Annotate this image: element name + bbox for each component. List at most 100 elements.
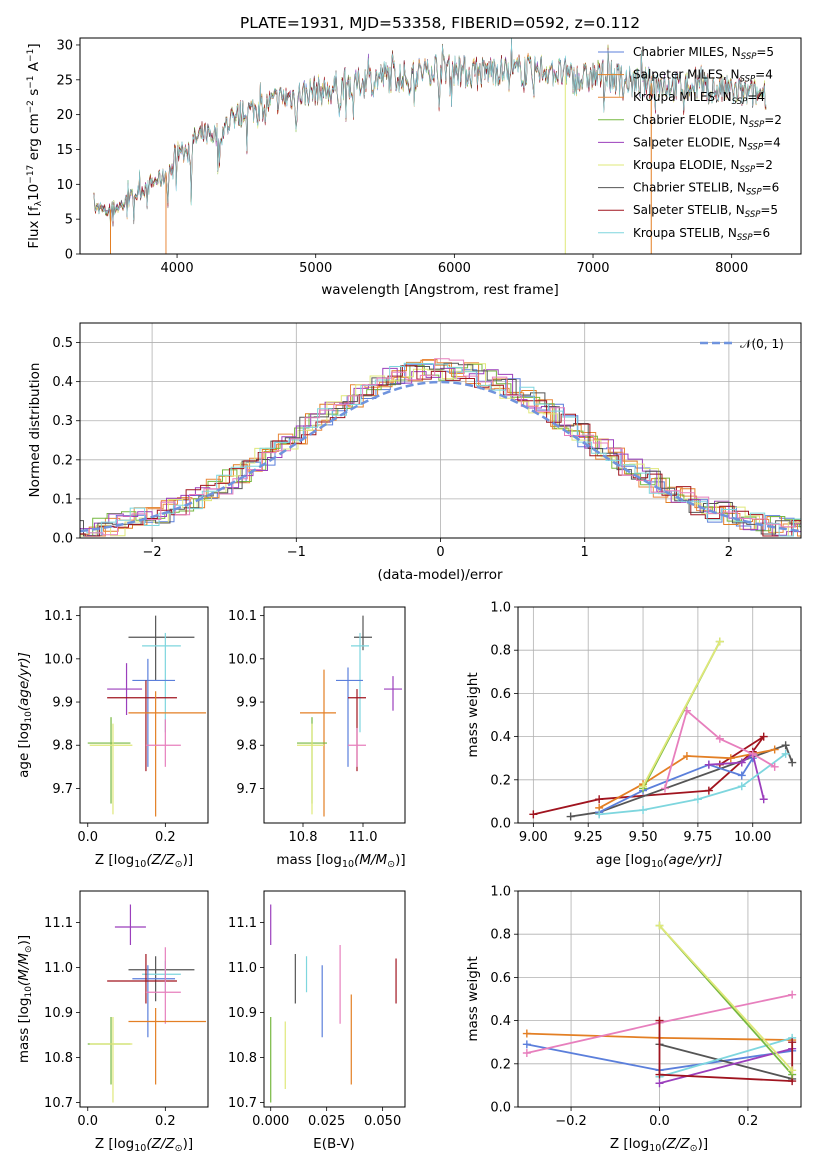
legend-text: Kroupa MILES, N [633, 90, 732, 104]
errorbar-point [132, 965, 176, 1038]
series-marker [655, 1016, 664, 1025]
errorbar-point [145, 719, 181, 767]
legend-text: Salpeter STELIB, N [633, 203, 745, 217]
y-tick-label: 15 [56, 143, 73, 158]
y-axis-label-part: )] [16, 935, 32, 946]
y-tick-label: 9.8 [236, 739, 257, 754]
x-axis-label: wavelength [Angstrom, rest frame] [321, 282, 559, 298]
y-tick-label: 0.4 [52, 375, 73, 390]
legend-value: =2 [755, 158, 773, 172]
x-tick-label: 9.25 [574, 830, 603, 845]
plot-area [529, 637, 797, 821]
legend-label: Salpeter STELIB, NSSP=5 [633, 203, 778, 220]
x-tick-label: 0.050 [364, 1114, 401, 1129]
x-tick-label: 4000 [161, 261, 194, 276]
legend-value: =5 [756, 45, 774, 59]
gaussian-curve [80, 380, 801, 533]
y-tick-label: 10.8 [44, 1051, 73, 1066]
y-tick-label: 10.1 [228, 609, 257, 624]
y-axis-label: age [log10(age/yr)] [16, 652, 34, 778]
y-tick-label: 0.3 [52, 414, 73, 429]
x-tick-label: 0.0 [77, 1114, 98, 1129]
y-tick-label: 0.8 [490, 644, 511, 659]
legend-sub: SSP [749, 120, 765, 130]
x-axis-label-part: (age/yr)] [663, 852, 722, 868]
x-axis-label-part: 10 [651, 859, 663, 870]
y-axis-label-part: erg cm [26, 113, 42, 164]
series-marker [788, 1038, 797, 1047]
series-line [659, 1043, 793, 1080]
x-tick-label: −0.2 [555, 1114, 587, 1129]
y-axis-label-part: mass [log [16, 998, 32, 1064]
y-tick-label: 9.9 [52, 696, 73, 711]
y-axis-label-part: 10 [26, 184, 42, 201]
legend-text: Kroupa ELODIE, N [633, 158, 740, 172]
x-axis-label-part: 10 [342, 859, 354, 870]
y-tick-label: 0.0 [490, 1101, 511, 1116]
series-marker [759, 795, 768, 804]
x-tick-label: 5000 [299, 261, 332, 276]
chart-age_vs_Z: 0.0 0.29.79.89.910.010.1Z [log10(Z/Z⊙)]ag… [16, 606, 209, 870]
series-marker [595, 795, 604, 804]
series-marker [639, 806, 648, 815]
x-axis-label-part: )] [183, 1136, 194, 1152]
axes-frame [79, 322, 802, 539]
y-tick-label: 10.0 [44, 652, 73, 667]
histogram-step [80, 365, 801, 537]
y-tick-label: 0.6 [490, 687, 511, 702]
series-marker [655, 1079, 664, 1088]
legend-sub: SSP [732, 97, 748, 107]
legend-label: Kroupa STELIB, NSSP=6 [633, 226, 770, 243]
legend-text: Chabrier MILES, N [633, 45, 741, 59]
x-tick-label: 0 [436, 545, 444, 560]
series-marker [704, 760, 713, 769]
figure-title: PLATE=1931, MJD=53358, FIBERID=0592, z=0… [240, 14, 640, 32]
series-line [659, 1047, 793, 1085]
y-axis-label-part: Flux [f [26, 205, 42, 249]
x-tick-label: 0.2 [155, 830, 176, 845]
x-axis-label-part: 10 [134, 859, 146, 870]
x-axis-label-part: ⊙ [175, 859, 183, 870]
y-tick-label: 30 [56, 38, 73, 53]
y-axis-label-part: s [26, 89, 42, 100]
y-axis-label: Normed distribution [27, 363, 43, 498]
plot-area [93, 38, 767, 254]
histogram-step [80, 359, 801, 535]
y-axis-label-part: ⊙ [24, 945, 34, 953]
y-axis-label-part: (M/M [16, 953, 32, 986]
series-marker [704, 786, 713, 795]
errorbar-point [384, 676, 402, 711]
chart-mass_vs_Z: 0.0 0.210.710.810.911.011.1Z [log10(Z/Z⊙)… [16, 890, 209, 1154]
y-axis-label-part: (age/yr)] [16, 652, 32, 711]
histogram-step [80, 362, 801, 537]
y-tick-label: 10.9 [44, 1006, 73, 1021]
errorbar-point [128, 691, 207, 817]
y-tick-label: 10 [56, 178, 73, 193]
errorbar-point [142, 632, 181, 733]
x-tick-label: 0.025 [308, 1114, 345, 1129]
y-axis-label-part: age [log [16, 723, 32, 778]
series-line [658, 1020, 794, 1083]
axes-frame [517, 606, 802, 824]
x-axis-label-part: (M/M [354, 852, 387, 868]
series-marker [660, 784, 669, 793]
x-tick-label: 10.00 [734, 830, 771, 845]
x-tick-label: 9.50 [629, 830, 658, 845]
series-marker [759, 732, 768, 741]
legend-label: Chabrier STELIB, NSSP=6 [633, 181, 779, 198]
y-tick-label: 10.9 [228, 1006, 257, 1021]
errorbar-point [128, 615, 195, 681]
chart-age_vs_mass: 10.8 11.0 9.7 9.8 9.9 10.0 10.1 mass [log10(M/M… [228, 606, 406, 870]
series-marker [788, 990, 797, 999]
series-marker [715, 734, 724, 743]
legend-label: Chabrier ELODIE, NSSP=2 [633, 113, 782, 130]
series-marker [655, 921, 664, 930]
y-tick-label: 0.8 [490, 928, 511, 943]
axes-frame [517, 890, 802, 1108]
y-axis-label-part: ] [26, 43, 42, 48]
legend-value: =4 [747, 90, 765, 104]
y-tick-label: 9.7 [52, 782, 73, 797]
x-axis-label-part: ⊙ [387, 859, 395, 870]
legend-sub: SSP [740, 165, 756, 175]
